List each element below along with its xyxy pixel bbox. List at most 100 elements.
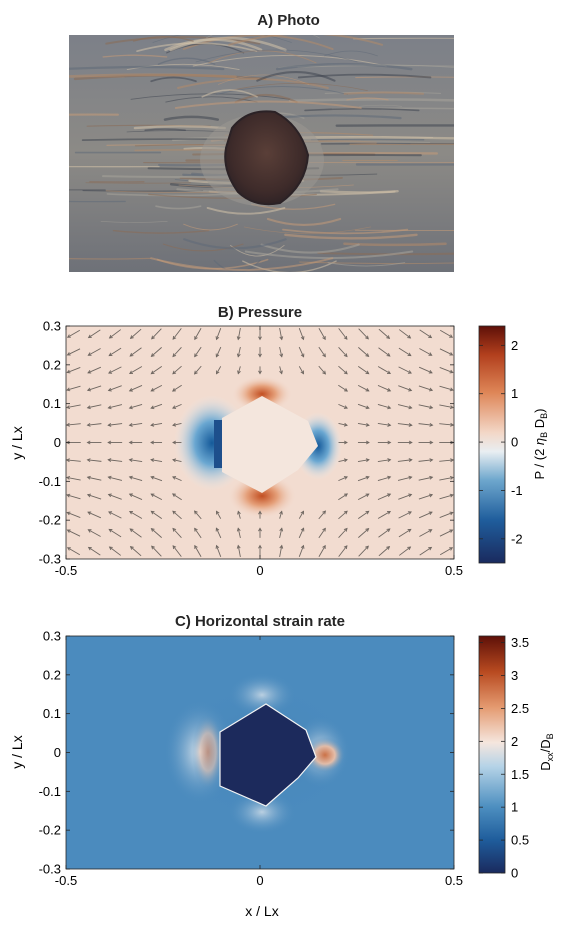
velocity-arrow [419,329,432,338]
velocity-arrow [279,545,283,557]
velocity-arrow-head [108,370,113,374]
velocity-arrow-head [386,352,391,357]
velocity-arrow [194,346,202,357]
velocity-arrow-head [386,335,391,339]
velocity-arrow [108,493,122,500]
velocity-arrow [397,423,412,426]
velocity-arrow [216,328,222,340]
velocity-arrow-head [343,370,348,375]
velocity-arrow [130,328,142,339]
velocity-arrow-head [344,388,349,392]
velocity-arrow-head [258,544,262,549]
velocity-arrow [87,423,102,426]
velocity-arrow [298,545,304,557]
velocity-arrow-head [128,510,134,515]
velocity-arrow-head [408,458,413,462]
velocity-arrow [172,384,182,392]
velocity-arrow-head [429,422,434,427]
velocity-arrow-head [300,336,305,341]
velocity-arrow-head [279,336,284,341]
velocity-arrow-head [129,352,134,357]
velocity-arrow [172,328,182,340]
velocity-arrow [419,529,432,537]
velocity-arrow-head [150,405,155,410]
velocity-arrow-head [365,493,370,497]
velocity-arrow-head [128,440,133,445]
velocity-arrow-head [107,440,112,445]
velocity-arrow [439,348,453,356]
velocity-arrow-head [449,511,454,516]
velocity-arrow [66,476,81,481]
velocity-arrow-head [215,353,220,358]
velocity-arrow [129,423,143,426]
velocity-arrow [194,528,202,539]
velocity-arrow [338,476,348,482]
b-colorbar-tick-label: 2 [511,338,518,353]
velocity-arrow-head [344,493,349,497]
velocity-arrow [129,493,143,500]
velocity-arrow-head [107,493,112,498]
velocity-arrow-head [279,370,283,375]
c-x-tick-label: 0.5 [445,873,463,888]
velocity-arrow [338,528,348,539]
velocity-arrow-head [66,529,71,533]
velocity-arrow-head [408,440,413,445]
velocity-arrow-head [258,510,262,515]
velocity-arrow-head [107,458,112,462]
velocity-arrow [357,384,370,392]
velocity-arrow-head [193,370,198,375]
velocity-arrow [87,494,102,500]
velocity-arrow [151,545,162,557]
velocity-arrow [439,423,454,426]
velocity-arrow-head [236,353,241,358]
velocity-arrow-head [236,527,241,532]
velocity-arrow [357,459,370,463]
velocity-arrow-head [407,511,412,515]
strain-colorbar [478,635,506,874]
velocity-arrow-head [128,405,133,410]
velocity-arrow [279,328,283,340]
velocity-arrow-head [108,334,113,339]
velocity-arrow-head [407,334,412,339]
velocity-arrow-head [428,511,433,515]
velocity-arrow [298,346,305,357]
velocity-arrow-head [258,370,262,375]
c-colorbar-tick-label: 0.5 [511,833,529,848]
clast-inclusion-c [219,703,317,807]
velocity-arrow [172,365,182,375]
c-y-tick-label: -0.1 [39,784,61,799]
panel-a-title: A) Photo [257,12,320,29]
velocity-arrow-head [194,336,198,341]
velocity-arrow-head [387,475,392,480]
c-y-tick-label: 0.1 [43,706,61,721]
velocity-arrow [418,494,433,500]
velocity-arrow-head [66,422,70,427]
c-y-label: y / Lx [9,735,25,768]
velocity-arrow-head [258,527,262,532]
velocity-arrow-head [387,423,392,427]
velocity-arrow [318,346,326,357]
velocity-arrow-head [279,510,283,515]
velocity-arrow [398,529,412,538]
velocity-arrow [151,510,163,520]
c-x-tick-label: 0 [256,873,263,888]
velocity-arrow-head [428,370,433,374]
velocity-arrow [397,476,412,481]
velocity-arrow-head [172,527,177,532]
velocity-arrow-head [150,353,155,357]
velocity-arrow-head [407,370,412,374]
velocity-arrow-head [449,529,454,533]
velocity-arrow-head [449,476,454,480]
velocity-arrow [150,403,163,409]
velocity-arrow-head [151,545,155,550]
velocity-arrow [378,328,390,339]
velocity-arrow [338,328,348,340]
velocity-arrow-head [237,370,241,375]
velocity-arrow-head [365,335,369,340]
velocity-arrow-head [322,527,326,532]
velocity-arrow-head [449,387,454,392]
velocity-arrow-head [386,510,392,515]
velocity-arrow [194,328,202,340]
velocity-arrow [129,511,143,519]
